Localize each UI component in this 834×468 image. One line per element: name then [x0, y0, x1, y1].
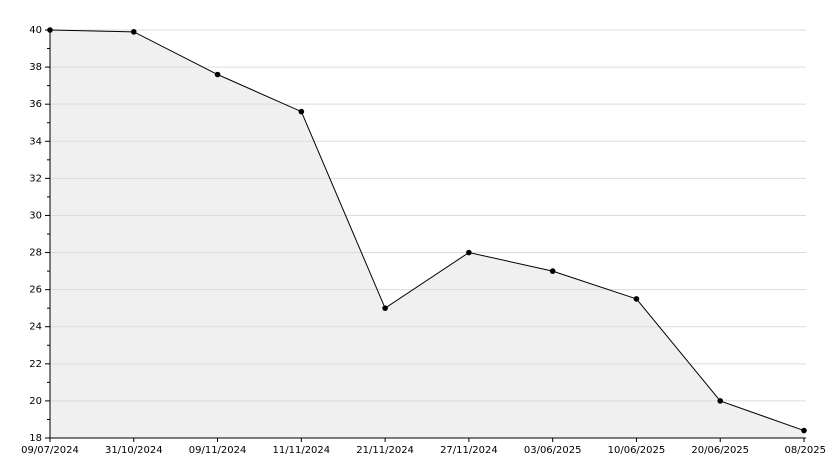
y-tick-label: 20 — [29, 396, 42, 407]
point — [466, 249, 472, 256]
x-tick-label: 27/11/2024 — [440, 445, 498, 456]
x-tick-label: 31/10/2024 — [105, 445, 163, 456]
point — [549, 268, 556, 274]
point — [214, 71, 221, 78]
y-tick-label: 22 — [29, 359, 42, 370]
point — [130, 29, 137, 35]
x-tick-label: 09/07/2024 — [21, 445, 79, 456]
x-tick-label: 21/11/2024 — [356, 445, 414, 456]
x-tick-label: 20/06/2025 — [691, 445, 749, 456]
x-tick-label: 09/11/2024 — [189, 445, 247, 456]
y-tick-label: 38 — [29, 62, 42, 73]
y-tick-label: 40 — [29, 25, 42, 36]
point — [298, 108, 305, 115]
point — [801, 427, 807, 434]
x-tick-label: 10/06/2025 — [608, 445, 666, 456]
y-tick-label: 32 — [29, 173, 42, 184]
x-tick-label: 11/11/2024 — [273, 445, 331, 456]
y-tick-label: 28 — [29, 248, 42, 259]
y-tick-label: 34 — [29, 136, 42, 147]
x-tick-label: 08/2025 — [784, 445, 826, 456]
x-tick-label: 03/06/2025 — [524, 445, 582, 456]
point — [717, 398, 724, 404]
line — [49, 29, 805, 432]
y-tick-label: 18 — [29, 433, 42, 444]
point — [633, 296, 640, 302]
point — [47, 27, 53, 33]
y-tick-label: 30 — [29, 210, 42, 221]
y-tick-label: 36 — [29, 99, 42, 110]
area — [50, 30, 804, 438]
y-tick-label: 24 — [29, 322, 42, 333]
y-tick-label: 26 — [29, 285, 42, 296]
point — [382, 305, 388, 311]
